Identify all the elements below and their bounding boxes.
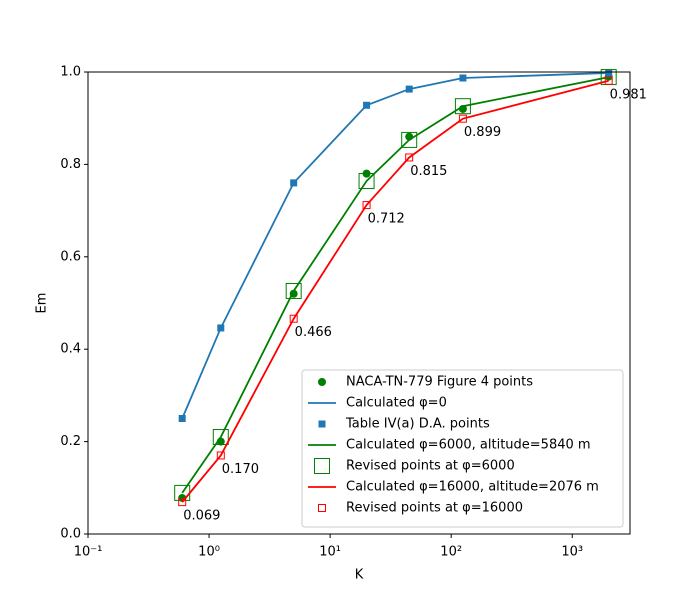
x-tick-label: 10⁻¹ bbox=[74, 545, 103, 560]
data-point bbox=[454, 98, 471, 115]
data-point bbox=[405, 85, 413, 93]
data-point bbox=[363, 101, 371, 109]
y-tick-label: 1.0 bbox=[60, 65, 81, 80]
data-label: 0.899 bbox=[464, 125, 501, 140]
data-label: 0.815 bbox=[410, 164, 447, 179]
legend-label: Calculated φ=0 bbox=[346, 396, 447, 411]
data-point bbox=[212, 428, 229, 445]
data-point bbox=[401, 131, 418, 148]
data-label: 0.981 bbox=[610, 87, 647, 102]
x-tick-label: 10² bbox=[440, 545, 462, 560]
series-line bbox=[181, 76, 609, 494]
y-tick-label: 0.6 bbox=[60, 249, 81, 264]
plot-frame bbox=[87, 71, 631, 535]
x-tick-label: 10¹ bbox=[319, 545, 341, 560]
data-point bbox=[459, 74, 467, 82]
data-label: 0.069 bbox=[183, 509, 220, 524]
y-axis-label: Em bbox=[35, 293, 50, 314]
legend-marker bbox=[318, 504, 326, 512]
data-point bbox=[605, 69, 613, 77]
data-point bbox=[405, 153, 414, 162]
y-tick-label: 0.0 bbox=[60, 527, 81, 542]
y-tick-label: 0.8 bbox=[60, 157, 81, 172]
legend-label: Calculated φ=6000, altitude=5840 m bbox=[346, 438, 591, 453]
legend-box bbox=[301, 369, 624, 528]
data-point bbox=[358, 173, 375, 190]
legend-marker bbox=[314, 458, 330, 474]
legend-marker bbox=[318, 420, 326, 428]
legend-marker bbox=[318, 378, 326, 386]
data-point bbox=[604, 76, 613, 85]
legend-label: Calculated φ=16000, altitude=2076 m bbox=[346, 480, 599, 495]
data-point bbox=[217, 324, 225, 332]
data-point bbox=[285, 282, 302, 299]
x-tick-label: 10³ bbox=[561, 545, 583, 560]
y-tick-label: 0.4 bbox=[60, 342, 81, 357]
legend-label: NACA-TN-779 Figure 4 points bbox=[346, 375, 533, 390]
data-label: 0.170 bbox=[222, 462, 259, 477]
x-tick-label: 10⁰ bbox=[198, 545, 220, 560]
data-point bbox=[362, 201, 371, 210]
data-point bbox=[290, 179, 298, 187]
legend-label: Table IV(a) D.A. points bbox=[345, 417, 490, 432]
legend-label: Revised points at φ=16000 bbox=[346, 501, 523, 516]
data-point bbox=[178, 498, 187, 507]
y-tick-label: 0.2 bbox=[60, 434, 81, 449]
data-point bbox=[458, 114, 467, 123]
legend-label: Revised points at φ=6000 bbox=[346, 459, 515, 474]
data-point bbox=[178, 415, 186, 422]
x-axis-label: K bbox=[355, 568, 364, 583]
data-point bbox=[289, 314, 298, 323]
data-point bbox=[216, 451, 225, 460]
series-line bbox=[181, 79, 609, 503]
data-label: 0.466 bbox=[295, 325, 332, 340]
data-label: 0.712 bbox=[368, 212, 405, 227]
